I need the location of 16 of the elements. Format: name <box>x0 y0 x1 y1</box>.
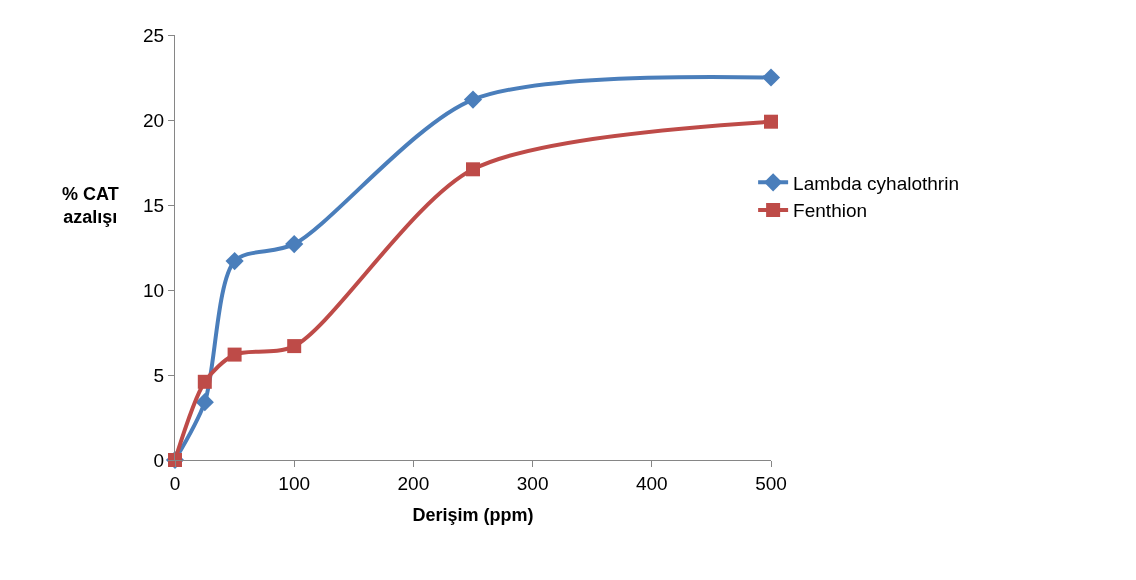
x-axis-title: Derişim (ppm) <box>412 504 534 525</box>
x-tick-label: 400 <box>635 472 668 494</box>
y-tick-label: 20 <box>143 109 165 131</box>
x-tick-label: 300 <box>516 472 549 494</box>
legend-label: Lambda cyhalothrin <box>793 172 959 194</box>
x-tick-label: 100 <box>278 472 311 494</box>
x-tick-label: 0 <box>169 472 181 494</box>
x-tick-label: 200 <box>397 472 430 494</box>
y-tick-label: 25 <box>143 24 165 46</box>
y-axis-title: % CAT azalışı <box>62 184 119 228</box>
y-tick-label: 10 <box>143 279 165 301</box>
x-tick-label: 500 <box>755 472 787 494</box>
y-tick-label: 15 <box>143 194 165 216</box>
y-tick-label: 0 <box>153 449 165 471</box>
y-tick-label: 5 <box>153 364 165 386</box>
legend-label: Fenthion <box>793 200 868 222</box>
